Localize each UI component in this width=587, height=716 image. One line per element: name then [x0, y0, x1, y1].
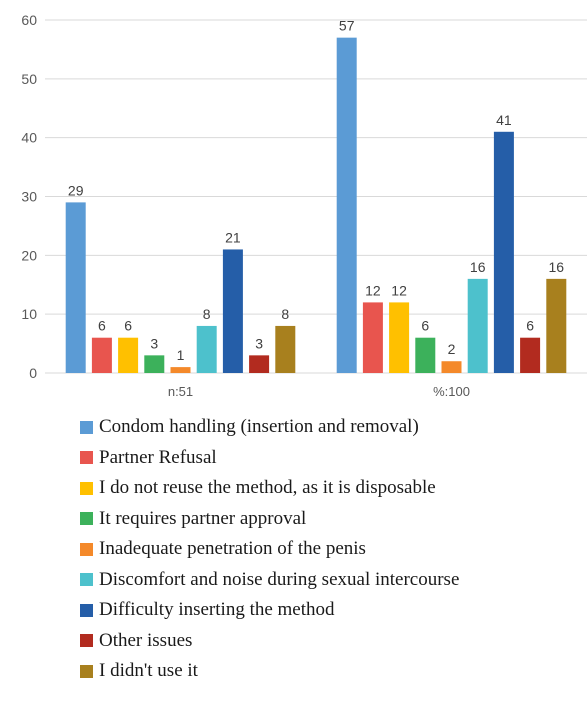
bar-chart: 0 10 20 30 40 50 60 29 6 6 3 1 8 21 3 8 n:51 57 12 12 6 2 16 41… — [21, 12, 587, 399]
x-category-label: %:100 — [433, 384, 470, 399]
bar — [144, 355, 165, 373]
legend-label: Condom handling (insertion and removal) — [99, 416, 419, 438]
bar — [336, 37, 357, 374]
data-label: 41 — [496, 112, 512, 128]
bar — [222, 249, 243, 373]
y-tick-label: 20 — [21, 247, 37, 263]
y-tick-label: 30 — [21, 189, 37, 205]
data-label: 16 — [470, 259, 486, 275]
bar — [467, 278, 488, 373]
legend-item: Condom handling (insertion and removal) — [80, 412, 459, 443]
legend-item: Difficulty inserting the method — [80, 595, 459, 626]
bar — [520, 337, 541, 373]
data-label: 3 — [150, 335, 158, 351]
y-tick-label: 60 — [21, 12, 37, 28]
y-tick-label: 0 — [29, 365, 37, 381]
legend-item: It requires partner approval — [80, 504, 459, 535]
bar — [275, 325, 296, 373]
data-label: 6 — [98, 318, 106, 334]
legend-label: It requires partner approval — [99, 507, 307, 529]
legend-item: Discomfort and noise during sexual inter… — [80, 565, 459, 596]
legend-label: Difficulty inserting the method — [99, 599, 335, 621]
legend-swatch — [80, 542, 93, 556]
data-label: 6 — [526, 318, 534, 334]
x-category-label: n:51 — [168, 384, 193, 399]
data-label: 6 — [421, 318, 429, 334]
data-label: 12 — [391, 282, 407, 298]
legend-item: Partner Refusal — [80, 443, 459, 474]
bar — [441, 361, 462, 373]
legend-swatch — [80, 573, 93, 587]
legend-label: I do not reuse the method, as it is disp… — [99, 477, 436, 499]
legend-swatch — [80, 420, 93, 434]
legend-item: Inadequate penetration of the penis — [80, 534, 459, 565]
data-label: 12 — [365, 282, 381, 298]
data-label: 21 — [225, 229, 241, 245]
legend-swatch — [80, 451, 93, 465]
data-label: 29 — [68, 182, 84, 198]
data-label: 1 — [177, 347, 185, 363]
legend-swatch — [80, 664, 93, 678]
data-label: 8 — [281, 306, 289, 322]
legend-item: I do not reuse the method, as it is disp… — [80, 473, 459, 504]
data-label: 3 — [255, 335, 263, 351]
legend-swatch — [80, 512, 93, 526]
legend-swatch — [80, 603, 93, 617]
legend-label: Inadequate penetration of the penis — [99, 538, 366, 560]
legend-label: Partner Refusal — [99, 446, 217, 468]
bar — [493, 131, 514, 373]
legend-label: Discomfort and noise during sexual inter… — [99, 568, 460, 590]
legend-item: Other issues — [80, 626, 459, 657]
data-label: 2 — [448, 341, 456, 357]
y-tick-label: 50 — [21, 71, 37, 87]
legend-swatch — [80, 481, 93, 495]
bar — [170, 367, 191, 373]
data-label: 57 — [339, 18, 355, 34]
bar — [362, 302, 383, 373]
bar — [249, 355, 270, 373]
legend: Condom handling (insertion and removal) P… — [80, 412, 459, 687]
bar — [65, 202, 86, 373]
bar — [546, 278, 567, 373]
legend-swatch — [80, 634, 93, 648]
bar — [415, 337, 436, 373]
data-label: 8 — [203, 306, 211, 322]
bar — [389, 302, 410, 373]
y-tick-label: 10 — [21, 306, 37, 322]
data-label: 6 — [124, 318, 132, 334]
bar — [118, 337, 139, 373]
bar — [196, 325, 217, 373]
y-tick-label: 40 — [21, 130, 37, 146]
legend-item: I didn't use it — [80, 656, 459, 687]
bar — [91, 337, 112, 373]
legend-label: I didn't use it — [99, 660, 198, 682]
data-label: 16 — [549, 259, 565, 275]
legend-label: Other issues — [99, 629, 193, 651]
